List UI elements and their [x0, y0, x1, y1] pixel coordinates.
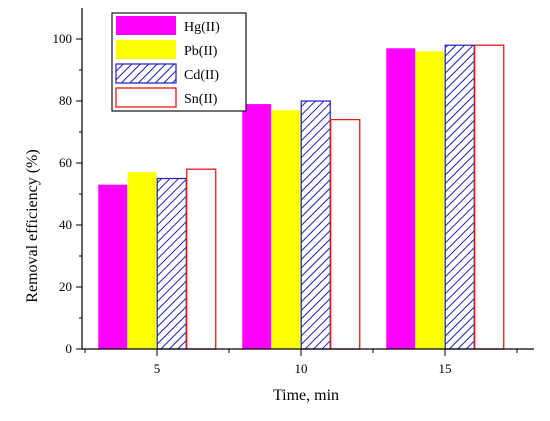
x-tick-label: 10 — [295, 361, 308, 376]
x-tick-label: 5 — [154, 361, 161, 376]
bar-sn-ii-10 — [330, 118, 361, 350]
legend-label-cd-ii: Cd(II) — [184, 68, 219, 83]
y-tick-label: 40 — [59, 217, 72, 232]
bar-pb-ii-5 — [127, 172, 157, 349]
axes-layer: 0 20 40 60 80 100 5 10 15 — [53, 8, 534, 376]
bar-pb-ii-15 — [415, 51, 445, 350]
bar-cd-ii-15 — [444, 44, 475, 350]
bar-cd-ii-10 — [300, 100, 331, 350]
legend-swatch-cd-ii — [115, 63, 177, 84]
bar-hg-ii-5 — [98, 184, 128, 349]
legend-label-pb-ii: Pb(II) — [184, 44, 218, 59]
legend-swatch-hg-ii — [116, 16, 176, 35]
y-axis-title: Removal efficiency (%) — [24, 149, 41, 302]
legend-label-hg-ii: Hg(II) — [184, 20, 220, 35]
bar-cd-ii-5 — [156, 177, 187, 350]
bar-pb-ii-10 — [271, 110, 301, 349]
bar-hg-ii-15 — [386, 48, 416, 350]
legend-swatch-sn-ii — [115, 87, 177, 108]
bars-layer — [98, 44, 505, 350]
y-tick-label: 20 — [59, 279, 72, 294]
bar-hg-ii-10 — [242, 104, 272, 349]
y-tick-label: 80 — [59, 93, 72, 108]
y-tick-label: 0 — [66, 341, 73, 356]
x-axis-title: Time, min — [273, 387, 339, 404]
y-tick-label: 100 — [53, 31, 73, 46]
bar-sn-ii-5 — [186, 168, 217, 350]
bar-sn-ii-15 — [474, 44, 505, 350]
x-tick-label: 15 — [439, 361, 452, 376]
y-tick-label: 60 — [59, 155, 72, 170]
legend: Hg(II) Pb(II) Cd(II) Sn(II) — [111, 12, 247, 112]
legend-swatch-pb-ii — [116, 40, 176, 59]
legend-label-sn-ii: Sn(II) — [184, 92, 218, 107]
